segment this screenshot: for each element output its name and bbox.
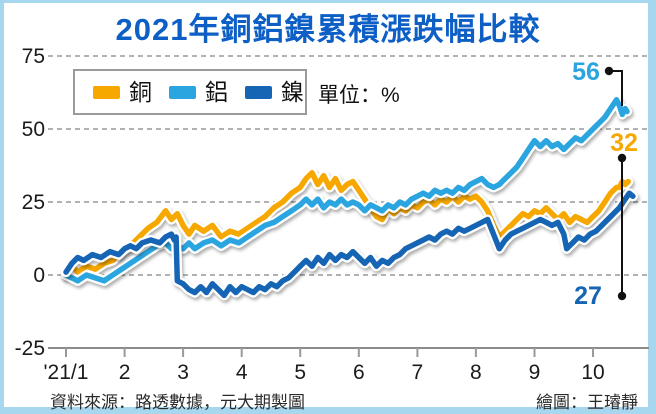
x-tick-label: 9 xyxy=(529,361,541,384)
x-tick-label: '21/1 xyxy=(44,361,89,384)
x-tick-label: 7 xyxy=(412,361,424,384)
legend-label-nickel: 鎳 xyxy=(281,78,304,105)
x-tick-label: 6 xyxy=(353,361,365,384)
end-label-nickel: 27 xyxy=(574,282,602,310)
data-source-text: 資料來源：路透數據，元大期製圖 xyxy=(50,393,305,412)
unit-label: 單位：% xyxy=(318,84,400,107)
credit-text: 繪圖：王璿靜 xyxy=(536,393,638,412)
x-tick-label: 4 xyxy=(236,361,248,384)
callout-dot-copper xyxy=(617,153,627,163)
y-tick-label: -25 xyxy=(15,337,45,360)
legend-label-copper: 銅 xyxy=(129,78,152,105)
callout-dot-nickel xyxy=(617,291,627,301)
copper-swatch-icon xyxy=(93,85,120,99)
series-line-nickel xyxy=(63,190,636,299)
end-label-aluminum: 56 xyxy=(572,58,600,86)
legend-item-aluminum: 鋁 xyxy=(169,78,228,105)
legend: 銅 鋁 鎳 xyxy=(73,69,307,115)
callout-connector-aluminum xyxy=(609,70,623,106)
y-tick-label: 0 xyxy=(33,264,45,287)
legend-item-nickel: 鎳 xyxy=(245,78,304,105)
y-tick-label: 25 xyxy=(22,191,45,214)
nickel-swatch-icon xyxy=(245,85,272,99)
x-tick-label: 8 xyxy=(470,361,482,384)
x-tick-label: 5 xyxy=(294,361,306,384)
chart-title: 2021年銅鋁鎳累積漲跌幅比較 xyxy=(115,12,541,47)
callout-dot-aluminum xyxy=(604,66,614,76)
end-label-copper: 32 xyxy=(610,129,638,157)
legend-label-aluminum: 鋁 xyxy=(205,78,228,105)
y-tick-label: 75 xyxy=(22,45,45,68)
y-tick-label: 50 xyxy=(22,118,45,141)
x-tick-label: 3 xyxy=(177,361,189,384)
x-tick-label: 2 xyxy=(119,361,131,384)
legend-item-copper: 銅 xyxy=(93,78,152,105)
aluminum-swatch-icon xyxy=(169,85,196,99)
x-tick-label: 10 xyxy=(581,361,604,384)
